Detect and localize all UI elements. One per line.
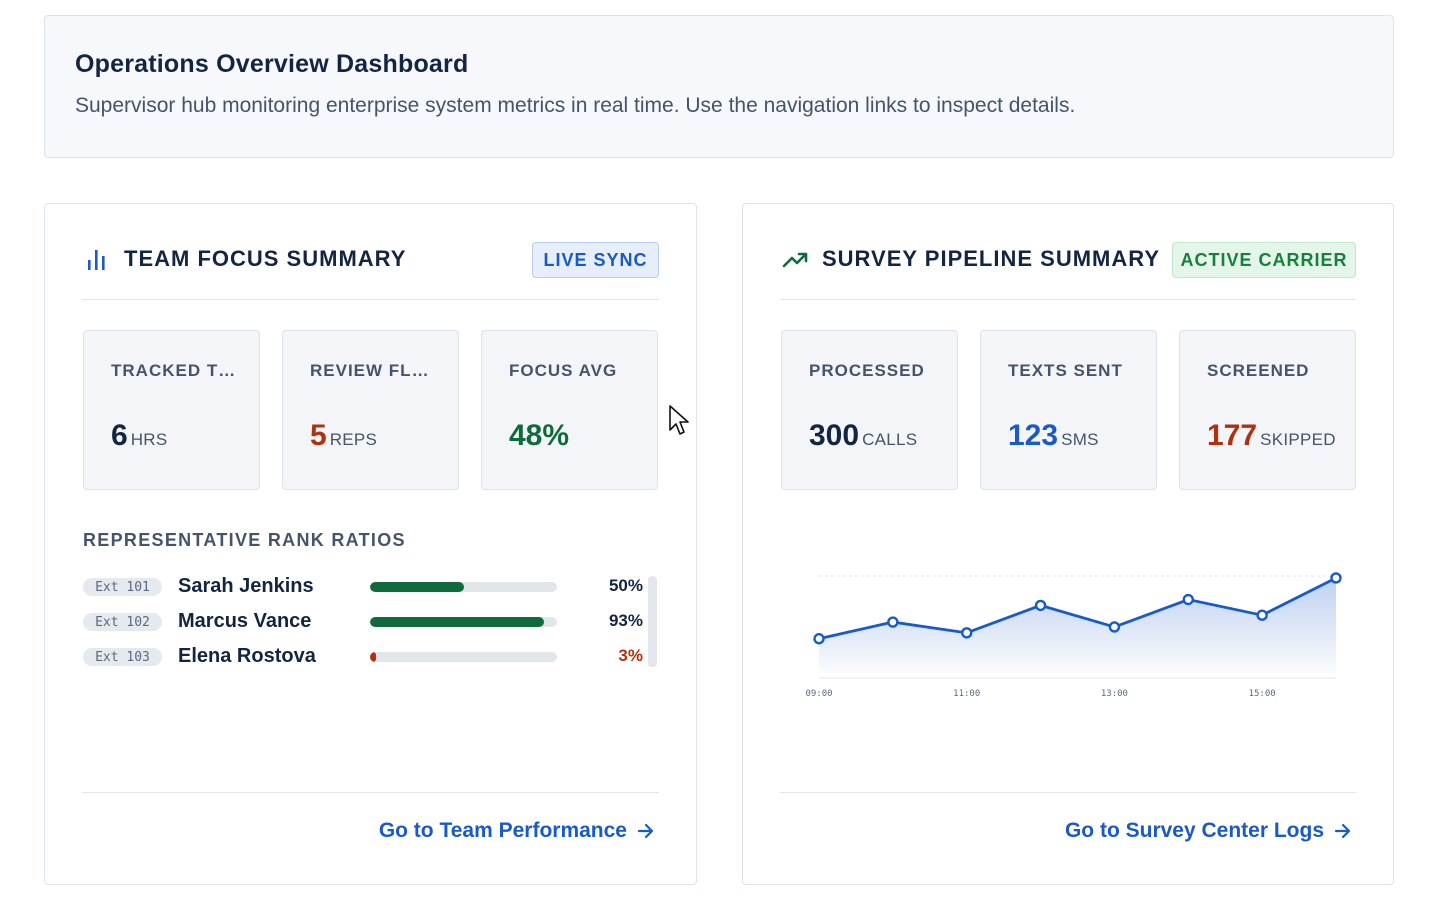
team-stat-card: FOCUS AVG 48% (481, 330, 658, 490)
stat-unit: CALLS (862, 430, 918, 449)
rep-name: Marcus Vance (178, 610, 312, 632)
survey-stat-card: PROCESSED 300 CALLS (781, 330, 958, 490)
stat-number: 123 (1008, 419, 1059, 452)
stat-value: 48% (509, 419, 657, 453)
chart-point[interactable] (1330, 572, 1342, 584)
rank-list: Ext 101 Sarah Jenkins 50% Ext 102 Marcus Van… (83, 574, 643, 679)
stat-number: 5 (310, 419, 327, 452)
survey-pipeline-panel: SURVEY PIPELINE SUMMARY ACTIVE CARRIER P… (742, 203, 1394, 885)
stat-label: FOCUS AVG (509, 361, 618, 380)
stat-number: 177 (1207, 419, 1258, 452)
stat-unit: REPS (329, 430, 378, 449)
team-panel-footer: Go to Team Performance (82, 792, 659, 842)
chart-point[interactable] (1034, 599, 1047, 612)
page-subtitle: Supervisor hub monitoring enterprise sys… (75, 94, 1076, 117)
chart-series-line (818, 576, 1337, 641)
extension-tag: Ext 101 (83, 578, 162, 596)
team-panel-header: TEAM FOCUS SUMMARY LIVE SYNC (82, 240, 659, 300)
page-title: Operations Overview Dashboard (75, 50, 469, 78)
extension-tag: Ext 102 (83, 613, 162, 631)
live-sync-badge: LIVE SYNC (532, 242, 659, 278)
rank-bar-track (370, 652, 557, 662)
survey-panel-header: SURVEY PIPELINE SUMMARY ACTIVE CARRIER (780, 240, 1356, 300)
rep-name: Sarah Jenkins (178, 575, 314, 597)
stat-label: TEXTS SENT (1008, 361, 1123, 380)
chart-x-tick-label: 11:00 (953, 689, 980, 699)
team-performance-link-label: Go to Team Performance (378, 819, 627, 842)
mouse-cursor-icon (669, 405, 689, 435)
stat-value: 6 HRS (111, 419, 259, 453)
team-focus-panel: TEAM FOCUS SUMMARY LIVE SYNC TRACKED TIM… (44, 203, 697, 885)
rank-row: Ext 102 Marcus Vance 93% (83, 609, 643, 644)
chart-point[interactable] (1256, 609, 1268, 621)
stat-value: 300 CALLS (809, 419, 957, 453)
stat-value: 5 REPS (310, 419, 458, 453)
stat-value: 177 SKIPPED (1207, 419, 1355, 453)
chart-point[interactable] (887, 616, 899, 628)
rank-percent: 50% (608, 576, 643, 595)
trending-up-icon (782, 252, 808, 268)
rank-ratios-title: REPRESENTATIVE RANK RATIOS (83, 530, 406, 550)
bar-chart-icon (88, 250, 105, 270)
chart-point[interactable] (1182, 593, 1194, 606)
extension-tag: Ext 103 (83, 648, 162, 666)
chart-x-tick-label: 13:00 (1101, 689, 1128, 699)
rank-percent: 93% (608, 611, 643, 630)
stat-number: 300 (809, 419, 860, 452)
chart-x-tick-label: 15:00 (1249, 689, 1276, 699)
rank-bar-track (370, 582, 557, 592)
rank-bar-fill (370, 617, 544, 627)
team-panel-title: TEAM FOCUS SUMMARY (124, 246, 407, 271)
chart-point[interactable] (813, 633, 825, 645)
rank-row: Ext 103 Elena Rostova 3% (83, 644, 643, 679)
header-card: Operations Overview Dashboard Supervisor… (44, 15, 1394, 158)
arrow-right-icon (637, 823, 654, 839)
arrow-right-icon (1334, 823, 1351, 839)
chart-point[interactable] (1108, 621, 1121, 633)
chart-area-fill (819, 577, 1336, 674)
chart-point[interactable] (961, 627, 973, 639)
survey-line-chart: 09:00 11:00 13:00 15:00 (805, 572, 1342, 699)
survey-stat-card: SCREENED 177 SKIPPED (1179, 330, 1356, 490)
stat-unit: SMS (1061, 430, 1099, 449)
rank-bar-track (370, 617, 557, 627)
rank-row: Ext 101 Sarah Jenkins 50% (83, 574, 643, 609)
stat-label: REVIEW FLAGS (310, 361, 435, 380)
rep-name: Elena Rostova (178, 645, 316, 667)
stat-label: SCREENED (1207, 361, 1310, 380)
survey-stat-card: TEXTS SENT 123 SMS (980, 330, 1157, 490)
rank-list-scrollbar[interactable] (648, 576, 657, 667)
active-carrier-badge: ACTIVE CARRIER (1172, 242, 1356, 278)
stat-label: PROCESSED (809, 361, 925, 380)
survey-logs-link-label: Go to Survey Center Logs (1064, 819, 1324, 842)
chart-x-tick-label: 09:00 (805, 689, 832, 699)
stat-number: 48% (509, 419, 570, 452)
rank-bar-fill (370, 652, 376, 662)
stat-unit: SKIPPED (1260, 430, 1336, 449)
team-performance-link[interactable]: Go to Team Performance (379, 819, 655, 843)
stat-label: TRACKED TIME (111, 361, 236, 380)
stat-unit: HRS (130, 430, 168, 449)
survey-panel-title: SURVEY PIPELINE SUMMARY (822, 246, 1160, 271)
stat-value: 123 SMS (1008, 419, 1156, 453)
survey-logs-link[interactable]: Go to Survey Center Logs (1065, 819, 1352, 843)
survey-panel-footer: Go to Survey Center Logs (780, 792, 1356, 842)
rank-percent: 3% (618, 646, 643, 665)
rank-bar-fill (370, 582, 464, 592)
stat-number: 6 (111, 419, 128, 452)
